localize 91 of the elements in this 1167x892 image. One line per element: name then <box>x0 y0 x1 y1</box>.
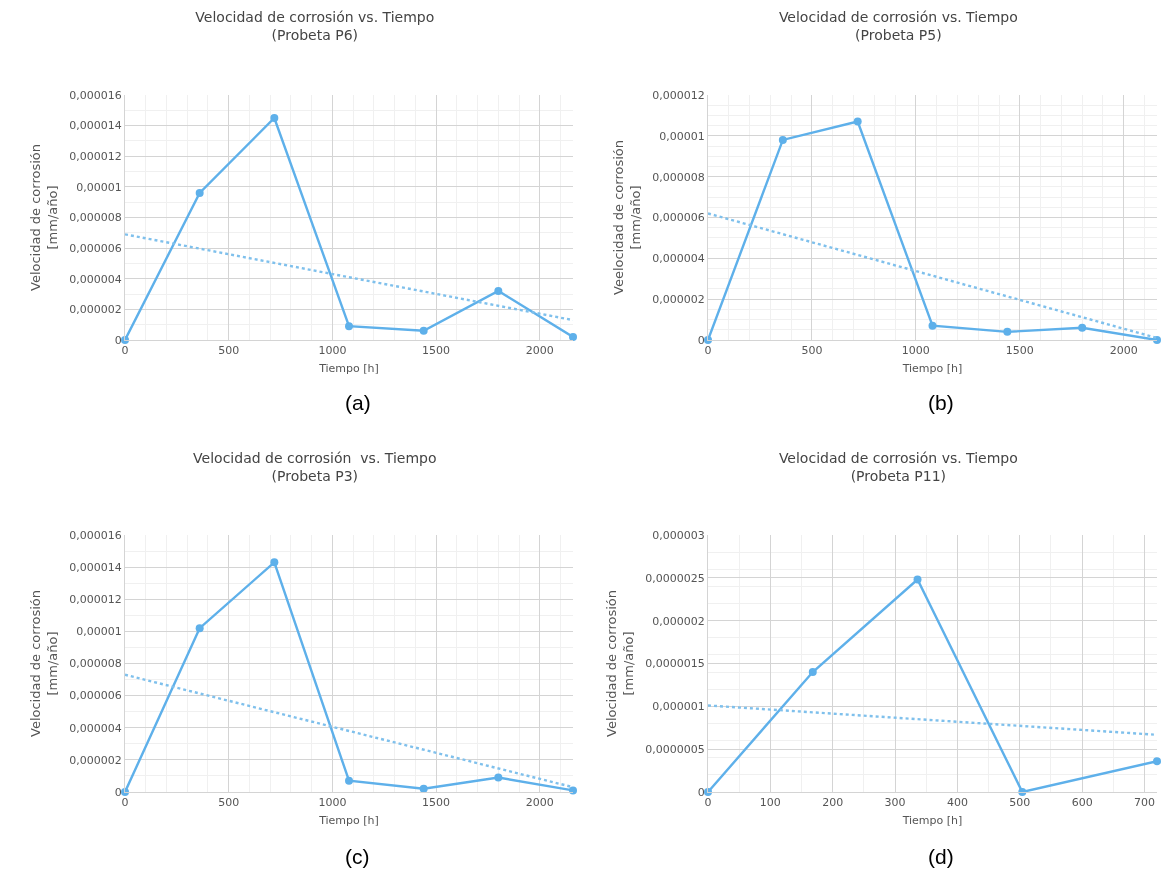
y-tick-label: 0,000008 <box>69 211 122 225</box>
y-tick-label: 0,0000015 <box>645 657 705 671</box>
y-tick-label: 0,000002 <box>652 293 705 307</box>
point <box>419 326 428 335</box>
x-axis-title: Tiempo [h] <box>901 814 963 828</box>
x-tick-label: 600 <box>1071 796 1093 810</box>
y-tick-label: 0,000008 <box>652 170 705 184</box>
x-tick-label: 700 <box>1134 796 1156 810</box>
y-tick-label: 0,000008 <box>69 657 122 671</box>
x-tick-label: 2000 <box>525 344 554 358</box>
x-axis-title: Tiempo [h] <box>318 814 379 828</box>
x-tick-label: 300 <box>884 796 906 810</box>
y-axis-title: Velocidad de corrosión [mm/año] <box>28 144 61 291</box>
x-axis-title: Tiempo [h] <box>318 362 379 376</box>
point <box>195 189 204 197</box>
x-tick-label: 1500 <box>1005 344 1034 358</box>
x-tick-label: 1500 <box>422 344 451 358</box>
y-tick-label: 0 <box>114 785 122 799</box>
y-tick-label: 0,000012 <box>69 150 122 164</box>
y-axis-title: Velocidad de corrosión [mm/año] <box>604 590 637 737</box>
y-axis-title: Veelocidad de corrosión [mm/año] <box>611 140 644 295</box>
x-tick-label: 500 <box>801 344 823 358</box>
y-tick-label: 0 <box>114 333 122 347</box>
y-tick-label: 0,000003 <box>652 528 705 542</box>
x-axis-title: Tiempo [h] <box>901 362 963 376</box>
chart-subtitle: (Probeta P6) <box>271 27 359 44</box>
x-tick-label: 1500 <box>422 796 451 810</box>
point <box>928 321 937 330</box>
point <box>569 332 577 341</box>
y-tick-label: 0,000001 <box>652 700 705 714</box>
x-tick-label: 100 <box>759 796 781 810</box>
x-tick-label: 400 <box>946 796 968 810</box>
y-tick-label: 0,000014 <box>69 119 122 133</box>
y-tick-label: 0,0000025 <box>645 571 705 585</box>
point <box>195 624 204 633</box>
y-tick-label: 0,000006 <box>652 211 705 225</box>
y-tick-label: 0 <box>697 333 705 347</box>
chart-title: Velocidad de corrosión vs. Tiempo <box>778 449 1018 466</box>
y-tick-label: 0,00001 <box>76 625 122 639</box>
text: (c) <box>345 845 370 868</box>
text: (b) <box>928 391 954 414</box>
chart-title: Velocidad de corrosión vs. Tiempo <box>195 9 435 25</box>
point <box>345 322 353 331</box>
point <box>913 575 922 584</box>
point <box>345 776 353 785</box>
x-tick-label: 500 <box>218 796 240 810</box>
chart-subtitle: (Probeta P11) <box>850 467 947 484</box>
x-tick-label: 500 <box>1009 796 1031 810</box>
x-tick-label: 500 <box>218 344 240 358</box>
y-tick-label: 0,00001 <box>659 129 705 143</box>
point <box>808 668 817 677</box>
point <box>494 287 503 295</box>
point <box>494 773 503 782</box>
y-tick-label: 0,000016 <box>69 528 122 542</box>
y-tick-label: 0,000002 <box>652 614 705 628</box>
point <box>270 113 279 122</box>
x-tick-label: 200 <box>822 796 844 810</box>
point <box>1003 327 1012 336</box>
x-tick-label: 2000 <box>525 796 554 810</box>
x-tick-label: 1000 <box>901 344 930 358</box>
point <box>1078 323 1087 332</box>
y-tick-label: 0,000006 <box>69 689 122 703</box>
y-tick-label: 0,000002 <box>69 753 122 767</box>
point <box>853 117 862 126</box>
chart-title: Velocidad de corrosión vs. Tiempo <box>778 9 1018 25</box>
text: (a) <box>345 391 371 414</box>
y-tick-label: 0 <box>697 785 705 799</box>
y-tick-label: 0,00001 <box>76 180 122 194</box>
point <box>569 786 577 795</box>
y-tick-label: 0,000012 <box>69 593 122 607</box>
y-tick-label: 0,000004 <box>69 721 122 735</box>
y-tick-label: 0,000004 <box>69 272 122 286</box>
text: (d) <box>928 845 954 868</box>
y-tick-label: 0,000012 <box>652 88 705 102</box>
y-tick-label: 0,000002 <box>69 303 122 317</box>
x-tick-label: 1000 <box>318 796 347 810</box>
y-tick-label: 0,000006 <box>69 241 122 255</box>
y-axis-title: Velocidad de corrosión [mm/año] <box>28 590 61 737</box>
chart-title: Velocidad de corrosión vs. Tiempo <box>193 449 437 466</box>
point <box>270 558 279 567</box>
point <box>419 784 428 793</box>
chart-subtitle: (Probeta P3) <box>271 467 359 484</box>
y-tick-label: 0,0000005 <box>645 743 705 757</box>
x-tick-label: 1000 <box>318 344 347 358</box>
point <box>778 135 787 144</box>
y-tick-label: 0,000014 <box>69 560 122 574</box>
x-tick-label: 2000 <box>1109 344 1138 358</box>
point <box>1153 757 1161 766</box>
chart-subtitle: (Probeta P5) <box>855 27 942 44</box>
y-tick-label: 0,000004 <box>652 252 705 266</box>
y-tick-label: 0,000016 <box>69 88 122 102</box>
